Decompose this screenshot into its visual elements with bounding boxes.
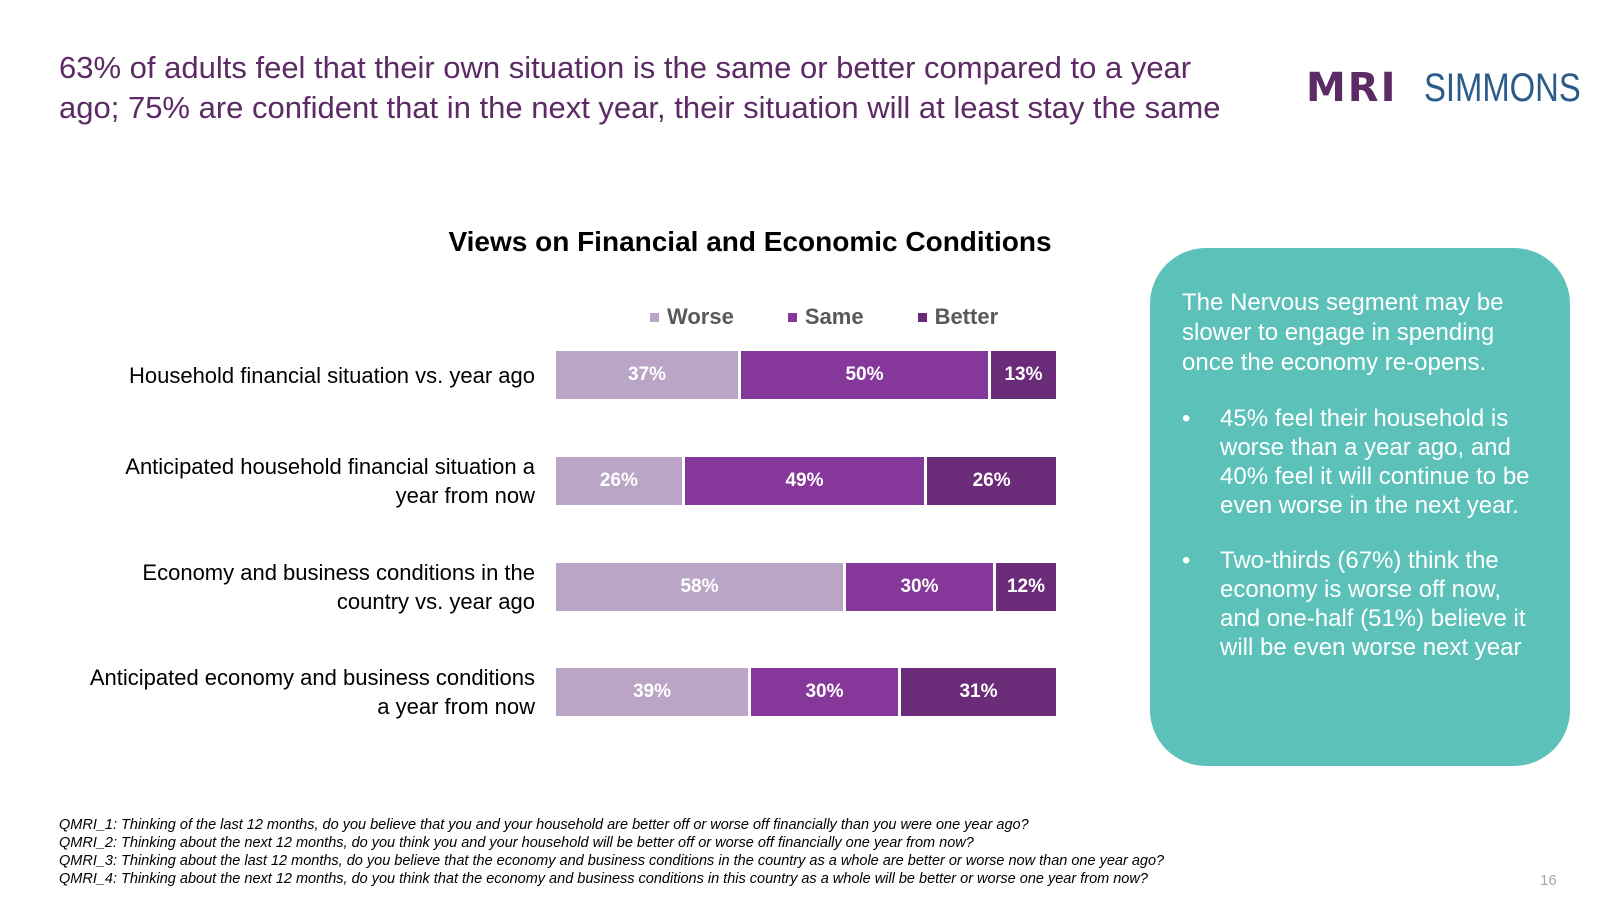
data-label: 26% (972, 470, 1011, 491)
category-label: Anticipated household financial situatio… (40, 452, 535, 510)
chart-legend: Worse Same Better (650, 302, 1052, 332)
insight-callout: The Nervous segment may be slower to eng… (1150, 248, 1570, 766)
legend-label: Worse (667, 304, 734, 329)
bar-segment-same: 50% (741, 351, 991, 399)
legend-item-same: Same (787, 302, 864, 332)
bar-segment-better: 31% (901, 668, 1056, 716)
slide-headline: 63% of adults feel that their own situat… (59, 50, 1221, 125)
mri-simmons-logo: MRI SIMMONS (1306, 64, 1580, 112)
category-label: Economy and business conditions in the co… (40, 558, 535, 616)
legend-item-better: Better (917, 302, 999, 332)
bullet-marker: • (1182, 547, 1191, 574)
data-label: 30% (805, 681, 844, 702)
data-label: 31% (959, 681, 998, 702)
category-label-line: Household financial situation vs. year a… (128, 362, 535, 388)
callout-bullet-text: Two-thirds (67%) think the economy is wo… (1220, 547, 1526, 661)
category-label-line: Anticipated household financial situatio… (125, 454, 535, 479)
category-label: Household financial situation vs. year a… (40, 361, 535, 390)
category-label-line: Economy and business conditions in the (142, 560, 535, 585)
chart-title: Views on Financial and Economic Conditio… (448, 226, 1052, 257)
bar-row: 37% 50% 13% (556, 351, 1056, 399)
footnote-line: QMRI_3: Thinking about the last 12 month… (59, 853, 1165, 869)
data-label: 37% (627, 364, 667, 385)
bar-segment-same: 49% (684, 457, 928, 505)
bar-segment-better: 26% (927, 457, 1056, 505)
data-label: 26% (599, 470, 638, 491)
bar-segment-worse: 37% (556, 351, 741, 399)
callout-intro: The Nervous segment may be slower to eng… (1182, 289, 1504, 376)
data-label: 50% (845, 364, 884, 385)
legend-swatch (650, 312, 659, 322)
callout-bullet-item: • Two-thirds (67%) think the economy is … (1182, 546, 1540, 662)
category-label-line: a year from now (377, 694, 535, 719)
callout-bullet-list: • 45% feel their household is worse than… (1182, 404, 1540, 662)
bullet-marker: • (1182, 405, 1191, 432)
footnote-line: QMRI_2: Thinking about the next 12 month… (59, 835, 974, 851)
bar-segment-better: 12% (996, 563, 1056, 611)
data-label: 58% (680, 576, 719, 597)
data-label: 13% (1004, 364, 1043, 385)
data-label: 49% (785, 470, 824, 491)
bar-segment-better: 13% (991, 351, 1056, 399)
bar-segment-worse: 26% (556, 457, 685, 505)
data-label: 30% (900, 576, 939, 597)
legend-swatch (917, 312, 927, 322)
page-number: 16 (1540, 872, 1557, 889)
legend-label: Same (804, 304, 864, 329)
legend-swatch (787, 312, 797, 322)
logo-mri-text: MRI (1306, 65, 1398, 111)
legend-item-worse: Worse (650, 302, 734, 332)
category-label: Anticipated economy and business conditi… (40, 663, 535, 721)
footnote-line: QMRI_1: Thinking of the last 12 months, … (59, 817, 1029, 833)
callout-bullet-item: • 45% feel their household is worse than… (1182, 404, 1540, 520)
category-label-line: country vs. year ago (336, 589, 535, 614)
legend-label: Better (934, 304, 999, 329)
data-label: 12% (1006, 576, 1046, 597)
footnotes: QMRI_1: Thinking of the last 12 months, … (59, 816, 1459, 888)
category-label-line: Anticipated economy and business conditi… (89, 665, 535, 690)
bar-segment-worse: 39% (556, 668, 751, 716)
footnote-line: QMRI_4: Thinking about the next 12 month… (59, 871, 1148, 887)
bar-row: 58% 30% 12% (556, 563, 1056, 611)
bar-segment-worse: 58% (556, 563, 846, 611)
bar-row: 39% 30% 31% (556, 668, 1056, 716)
logo-simmons-text: SIMMONS (1423, 66, 1581, 110)
bar-segment-same: 30% (846, 563, 996, 611)
data-label: 39% (632, 681, 672, 702)
bar-row: 26% 49% 26% (556, 457, 1056, 505)
bar-segment-same: 30% (751, 668, 901, 716)
callout-bullet-text: 45% feel their household is worse than a… (1220, 405, 1530, 519)
category-label-line: year from now (395, 483, 535, 508)
